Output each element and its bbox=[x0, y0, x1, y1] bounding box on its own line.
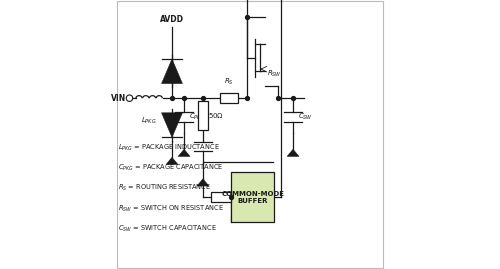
Text: AVDD: AVDD bbox=[160, 15, 184, 24]
Polygon shape bbox=[162, 113, 182, 137]
Text: $C_{SW}$ = SWITCH CAPACITANCE: $C_{SW}$ = SWITCH CAPACITANCE bbox=[118, 224, 217, 234]
Text: $R_S$ = ROUTING RESISTANCE: $R_S$ = ROUTING RESISTANCE bbox=[118, 183, 212, 193]
Text: $R_{SW}$: $R_{SW}$ bbox=[268, 69, 282, 79]
Text: 50$\Omega$: 50$\Omega$ bbox=[208, 111, 224, 120]
Text: $C_{PKG}$ = PACKAGE CAPACITANCE: $C_{PKG}$ = PACKAGE CAPACITANCE bbox=[118, 163, 224, 173]
Text: $L_{PKG}$: $L_{PKG}$ bbox=[142, 116, 157, 126]
Bar bbox=[231, 172, 274, 222]
Bar bbox=[198, 101, 208, 130]
Polygon shape bbox=[178, 149, 190, 156]
Bar bbox=[220, 93, 238, 103]
Text: $R_{SW}$ = SWITCH ON RESISTANCE: $R_{SW}$ = SWITCH ON RESISTANCE bbox=[118, 203, 224, 214]
Polygon shape bbox=[166, 157, 178, 164]
Text: $C_{SW}$: $C_{SW}$ bbox=[298, 112, 313, 122]
Text: $R_S$: $R_S$ bbox=[224, 77, 234, 87]
Text: $L_{PKG}$ = PACKAGE INDUCTANCE: $L_{PKG}$ = PACKAGE INDUCTANCE bbox=[118, 143, 220, 153]
Polygon shape bbox=[287, 149, 299, 156]
Text: COMMON-MODE
BUFFER: COMMON-MODE BUFFER bbox=[221, 190, 284, 204]
Bar bbox=[211, 192, 231, 202]
Text: VIN: VIN bbox=[110, 94, 126, 103]
Polygon shape bbox=[162, 59, 182, 84]
Polygon shape bbox=[197, 179, 209, 186]
Text: $C_{PKG}$: $C_{PKG}$ bbox=[189, 112, 206, 122]
